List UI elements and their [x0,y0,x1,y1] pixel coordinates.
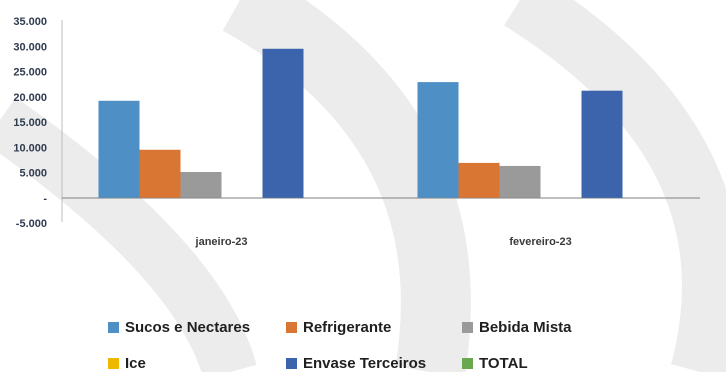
legend-swatch [108,357,119,369]
legend-swatch [108,321,119,333]
bar-refrigerante-fevereiro-23 [458,162,500,198]
y-tick-label: 20.000 [13,92,47,104]
bar-bebida-mista-fevereiro-23 [499,165,541,198]
bar-sucos-e-nectares-janeiro-23 [98,100,140,198]
legend-swatch [462,321,473,333]
legend-row: Sucos e Nectares Refrigerante Bebida Mista [108,316,668,338]
legend-label: Ice [125,354,146,372]
x-category-label: janeiro-23 [195,236,248,248]
y-tick-label: 30.000 [13,41,47,53]
legend-label: Bebida Mista [479,318,572,336]
bar-envase-terceiros-janeiro-23 [262,48,304,198]
legend-item: Bebida Mista [462,319,662,336]
y-tick-label: -5.000 [16,218,47,230]
legend-item: Ice [108,355,286,372]
legend-label: TOTAL [479,354,528,372]
bar-refrigerante-janeiro-23 [139,149,181,198]
y-tick-label: - [43,193,47,205]
legend-swatch [462,357,473,369]
legend-item: Refrigerante [286,319,462,336]
bar-envase-terceiros-fevereiro-23 [581,90,623,198]
y-tick-label: 35.000 [13,16,47,28]
background-watermark-arcs [0,0,726,372]
y-tick-label: 25.000 [13,67,47,79]
legend-swatch [286,321,297,333]
bar-sucos-e-nectares-fevereiro-23 [417,82,459,198]
legend-label: Refrigerante [303,318,392,336]
legend-item: Envase Terceiros [286,355,462,372]
legend-item: TOTAL [462,355,662,372]
chart-legend: Sucos e Nectares Refrigerante Bebida Mista… [108,316,668,388]
y-tick-label: 15.000 [13,117,47,129]
legend-swatch [286,357,297,369]
bar-bebida-mista-janeiro-23 [180,171,222,198]
y-tick-label: 5.000 [19,168,47,180]
legend-label: Sucos e Nectares [125,318,251,336]
legend-row: Ice Envase Terceiros TOTAL [108,352,668,374]
bar-chart: 35.000 30.000 25.000 20.000 15.000 10.000 5.00… [13,16,700,248]
legend-label: Envase Terceiros [303,354,427,372]
x-category-label: fevereiro-23 [509,236,571,248]
y-tick-label: 10.000 [13,142,47,154]
legend-item: Sucos e Nectares [108,319,286,336]
